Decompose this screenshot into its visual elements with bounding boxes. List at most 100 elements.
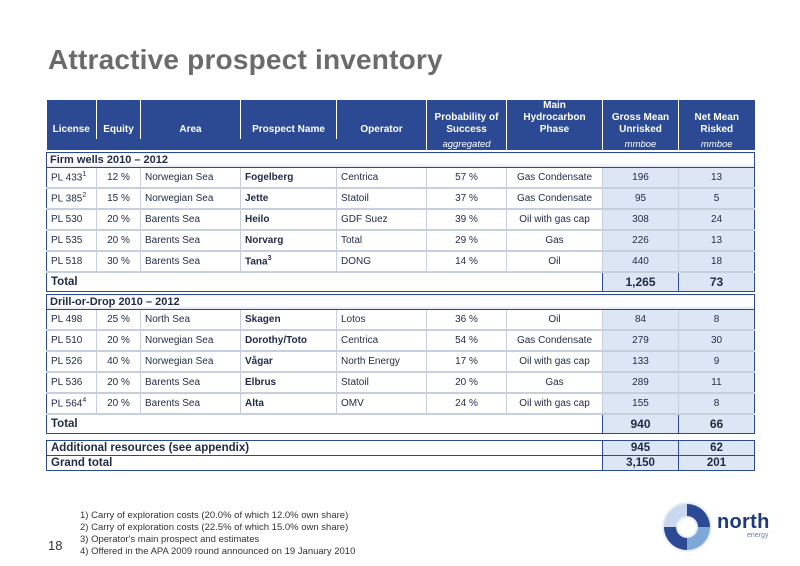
license-cell: PL 5644 bbox=[46, 393, 97, 415]
area-cell: Barents Sea bbox=[140, 230, 241, 252]
total-row-firm-wells: Total 1,265 73 bbox=[46, 271, 755, 292]
total-row-drill-or-drop: Total 940 66 bbox=[46, 413, 755, 434]
footnote-marker: 3 bbox=[267, 255, 272, 263]
area-cell: Barents Sea bbox=[140, 251, 241, 273]
prospect-table: License Equity Area Prospect Name Operat… bbox=[46, 100, 755, 471]
prospect-cell: Fogelberg bbox=[240, 167, 337, 189]
prospect-cell: Alta bbox=[240, 393, 337, 415]
firm-wells-rows: PL 4331 12 % Norwegian Sea Fogelberg Centric… bbox=[46, 167, 755, 273]
prospect-cell: Vågar bbox=[240, 351, 337, 373]
header-prospect-name: Prospect Name bbox=[240, 100, 337, 139]
equity-cell: 20 % bbox=[96, 230, 141, 252]
probability-cell: 36 % bbox=[426, 309, 507, 331]
gross-cell: 289 bbox=[602, 372, 679, 394]
equity-cell: 25 % bbox=[96, 309, 141, 331]
total-gross: 940 bbox=[602, 413, 679, 434]
table-row: PL 498 25 % North Sea Skagen Lotos 36 % Oil 84 8 bbox=[46, 309, 755, 331]
net-cell: 8 bbox=[678, 309, 755, 331]
license-cell: PL 498 bbox=[46, 309, 97, 331]
table-row: PL 510 20 % Norwegian Sea Dorothy/Toto Centr… bbox=[46, 330, 755, 352]
gross-cell: 308 bbox=[602, 209, 679, 231]
probability-cell: 29 % bbox=[426, 230, 507, 252]
probability-cell: 54 % bbox=[426, 330, 507, 352]
probability-cell: 24 % bbox=[426, 393, 507, 415]
gross-cell: 226 bbox=[602, 230, 679, 252]
license-cell: PL 4331 bbox=[46, 167, 97, 189]
area-cell: Norwegian Sea bbox=[140, 167, 241, 189]
header-probability: Probability of Success bbox=[426, 100, 507, 139]
net-cell: 13 bbox=[678, 230, 755, 252]
section-label: Firm wells 2010 – 2012 bbox=[46, 152, 755, 168]
grand-total-gross: 3,150 bbox=[602, 455, 679, 471]
table-row: PL 3852 15 % Norwegian Sea Jette Statoil 37 %… bbox=[46, 188, 755, 210]
header-net: Net Mean Risked bbox=[678, 100, 755, 139]
license-cell: PL 518 bbox=[46, 251, 97, 273]
table-row: PL 526 40 % Norwegian Sea Vågar North Energy… bbox=[46, 351, 755, 373]
license-cell: PL 3852 bbox=[46, 188, 97, 210]
prospect-cell: Tana3 bbox=[240, 251, 337, 273]
prospect-cell: Jette bbox=[240, 188, 337, 210]
probability-cell: 39 % bbox=[426, 209, 507, 231]
operator-cell: North Energy bbox=[336, 351, 427, 373]
equity-cell: 20 % bbox=[96, 209, 141, 231]
phase-cell: Oil with gas cap bbox=[506, 209, 603, 231]
net-cell: 24 bbox=[678, 209, 755, 231]
equity-cell: 20 % bbox=[96, 393, 141, 415]
prospect-cell: Heilo bbox=[240, 209, 337, 231]
license-cell: PL 535 bbox=[46, 230, 97, 252]
additional-gross: 945 bbox=[602, 440, 679, 456]
gross-cell: 84 bbox=[602, 309, 679, 331]
net-cell: 13 bbox=[678, 167, 755, 189]
total-label: Total bbox=[46, 413, 603, 434]
probability-cell: 14 % bbox=[426, 251, 507, 273]
section-drill-or-drop: Drill-or-Drop 2010 – 2012 bbox=[46, 294, 755, 310]
grand-total-row: Grand total 3,150 201 bbox=[46, 455, 755, 471]
prospect-cell: Dorothy/Toto bbox=[240, 330, 337, 352]
phase-cell: Gas Condensate bbox=[506, 330, 603, 352]
table-subheader-row: aggregated mmboe mmboe bbox=[46, 139, 755, 150]
header-phase: Main Hydrocarbon Phase bbox=[506, 100, 603, 139]
operator-cell: DONG bbox=[336, 251, 427, 273]
phase-cell: Oil with gas cap bbox=[506, 351, 603, 373]
license-cell: PL 536 bbox=[46, 372, 97, 394]
subheader-net-unit: mmboe bbox=[678, 139, 755, 150]
area-cell: Barents Sea bbox=[140, 209, 241, 231]
prospect-cell: Norvarg bbox=[240, 230, 337, 252]
phase-cell: Oil bbox=[506, 251, 603, 273]
operator-cell: OMV bbox=[336, 393, 427, 415]
grand-total-net: 201 bbox=[678, 455, 755, 471]
header-area: Area bbox=[140, 100, 241, 139]
license-cell: PL 530 bbox=[46, 209, 97, 231]
header-operator: Operator bbox=[336, 100, 427, 139]
phase-cell: Gas bbox=[506, 230, 603, 252]
footnote-marker: 2 bbox=[82, 192, 87, 200]
equity-cell: 15 % bbox=[96, 188, 141, 210]
phase-cell: Gas Condensate bbox=[506, 167, 603, 189]
table-row: PL 536 20 % Barents Sea Elbrus Statoil 20 % Ga… bbox=[46, 372, 755, 394]
area-cell: Norwegian Sea bbox=[140, 188, 241, 210]
additional-net: 62 bbox=[678, 440, 755, 456]
gross-cell: 155 bbox=[602, 393, 679, 415]
area-cell: Barents Sea bbox=[140, 393, 241, 415]
operator-cell: GDF Suez bbox=[336, 209, 427, 231]
prospect-cell: Elbrus bbox=[240, 372, 337, 394]
operator-cell: Lotos bbox=[336, 309, 427, 331]
footnote-marker: 1 bbox=[82, 171, 87, 179]
area-cell: North Sea bbox=[140, 309, 241, 331]
gross-cell: 440 bbox=[602, 251, 679, 273]
phase-cell: Gas Condensate bbox=[506, 188, 603, 210]
equity-cell: 20 % bbox=[96, 372, 141, 394]
probability-cell: 57 % bbox=[426, 167, 507, 189]
table-row: PL 530 20 % Barents Sea Heilo GDF Suez 39 % Oi… bbox=[46, 209, 755, 231]
operator-cell: Total bbox=[336, 230, 427, 252]
total-net: 66 bbox=[678, 413, 755, 434]
additional-resources-row: Additional resources (see appendix) 945 … bbox=[46, 440, 755, 456]
section-firm-wells: Firm wells 2010 – 2012 bbox=[46, 152, 755, 168]
section-label: Drill-or-Drop 2010 – 2012 bbox=[46, 294, 755, 310]
net-cell: 18 bbox=[678, 251, 755, 273]
net-cell: 5 bbox=[678, 188, 755, 210]
license-cell: PL 526 bbox=[46, 351, 97, 373]
gross-cell: 196 bbox=[602, 167, 679, 189]
header-gross: Gross Mean Unrisked bbox=[602, 100, 679, 139]
additional-label: Additional resources (see appendix) bbox=[46, 440, 603, 456]
